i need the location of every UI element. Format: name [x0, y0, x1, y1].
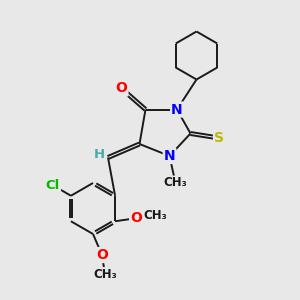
Text: H: H: [94, 148, 105, 161]
Text: N: N: [164, 149, 175, 163]
Text: CH₃: CH₃: [164, 176, 188, 190]
Text: Cl: Cl: [46, 179, 60, 192]
Text: N: N: [171, 103, 183, 116]
Text: O: O: [116, 82, 128, 95]
Text: CH₃: CH₃: [144, 209, 167, 222]
Text: CH₃: CH₃: [93, 268, 117, 281]
Text: O: O: [96, 248, 108, 262]
Text: S: S: [214, 131, 224, 145]
Text: O: O: [130, 211, 142, 225]
